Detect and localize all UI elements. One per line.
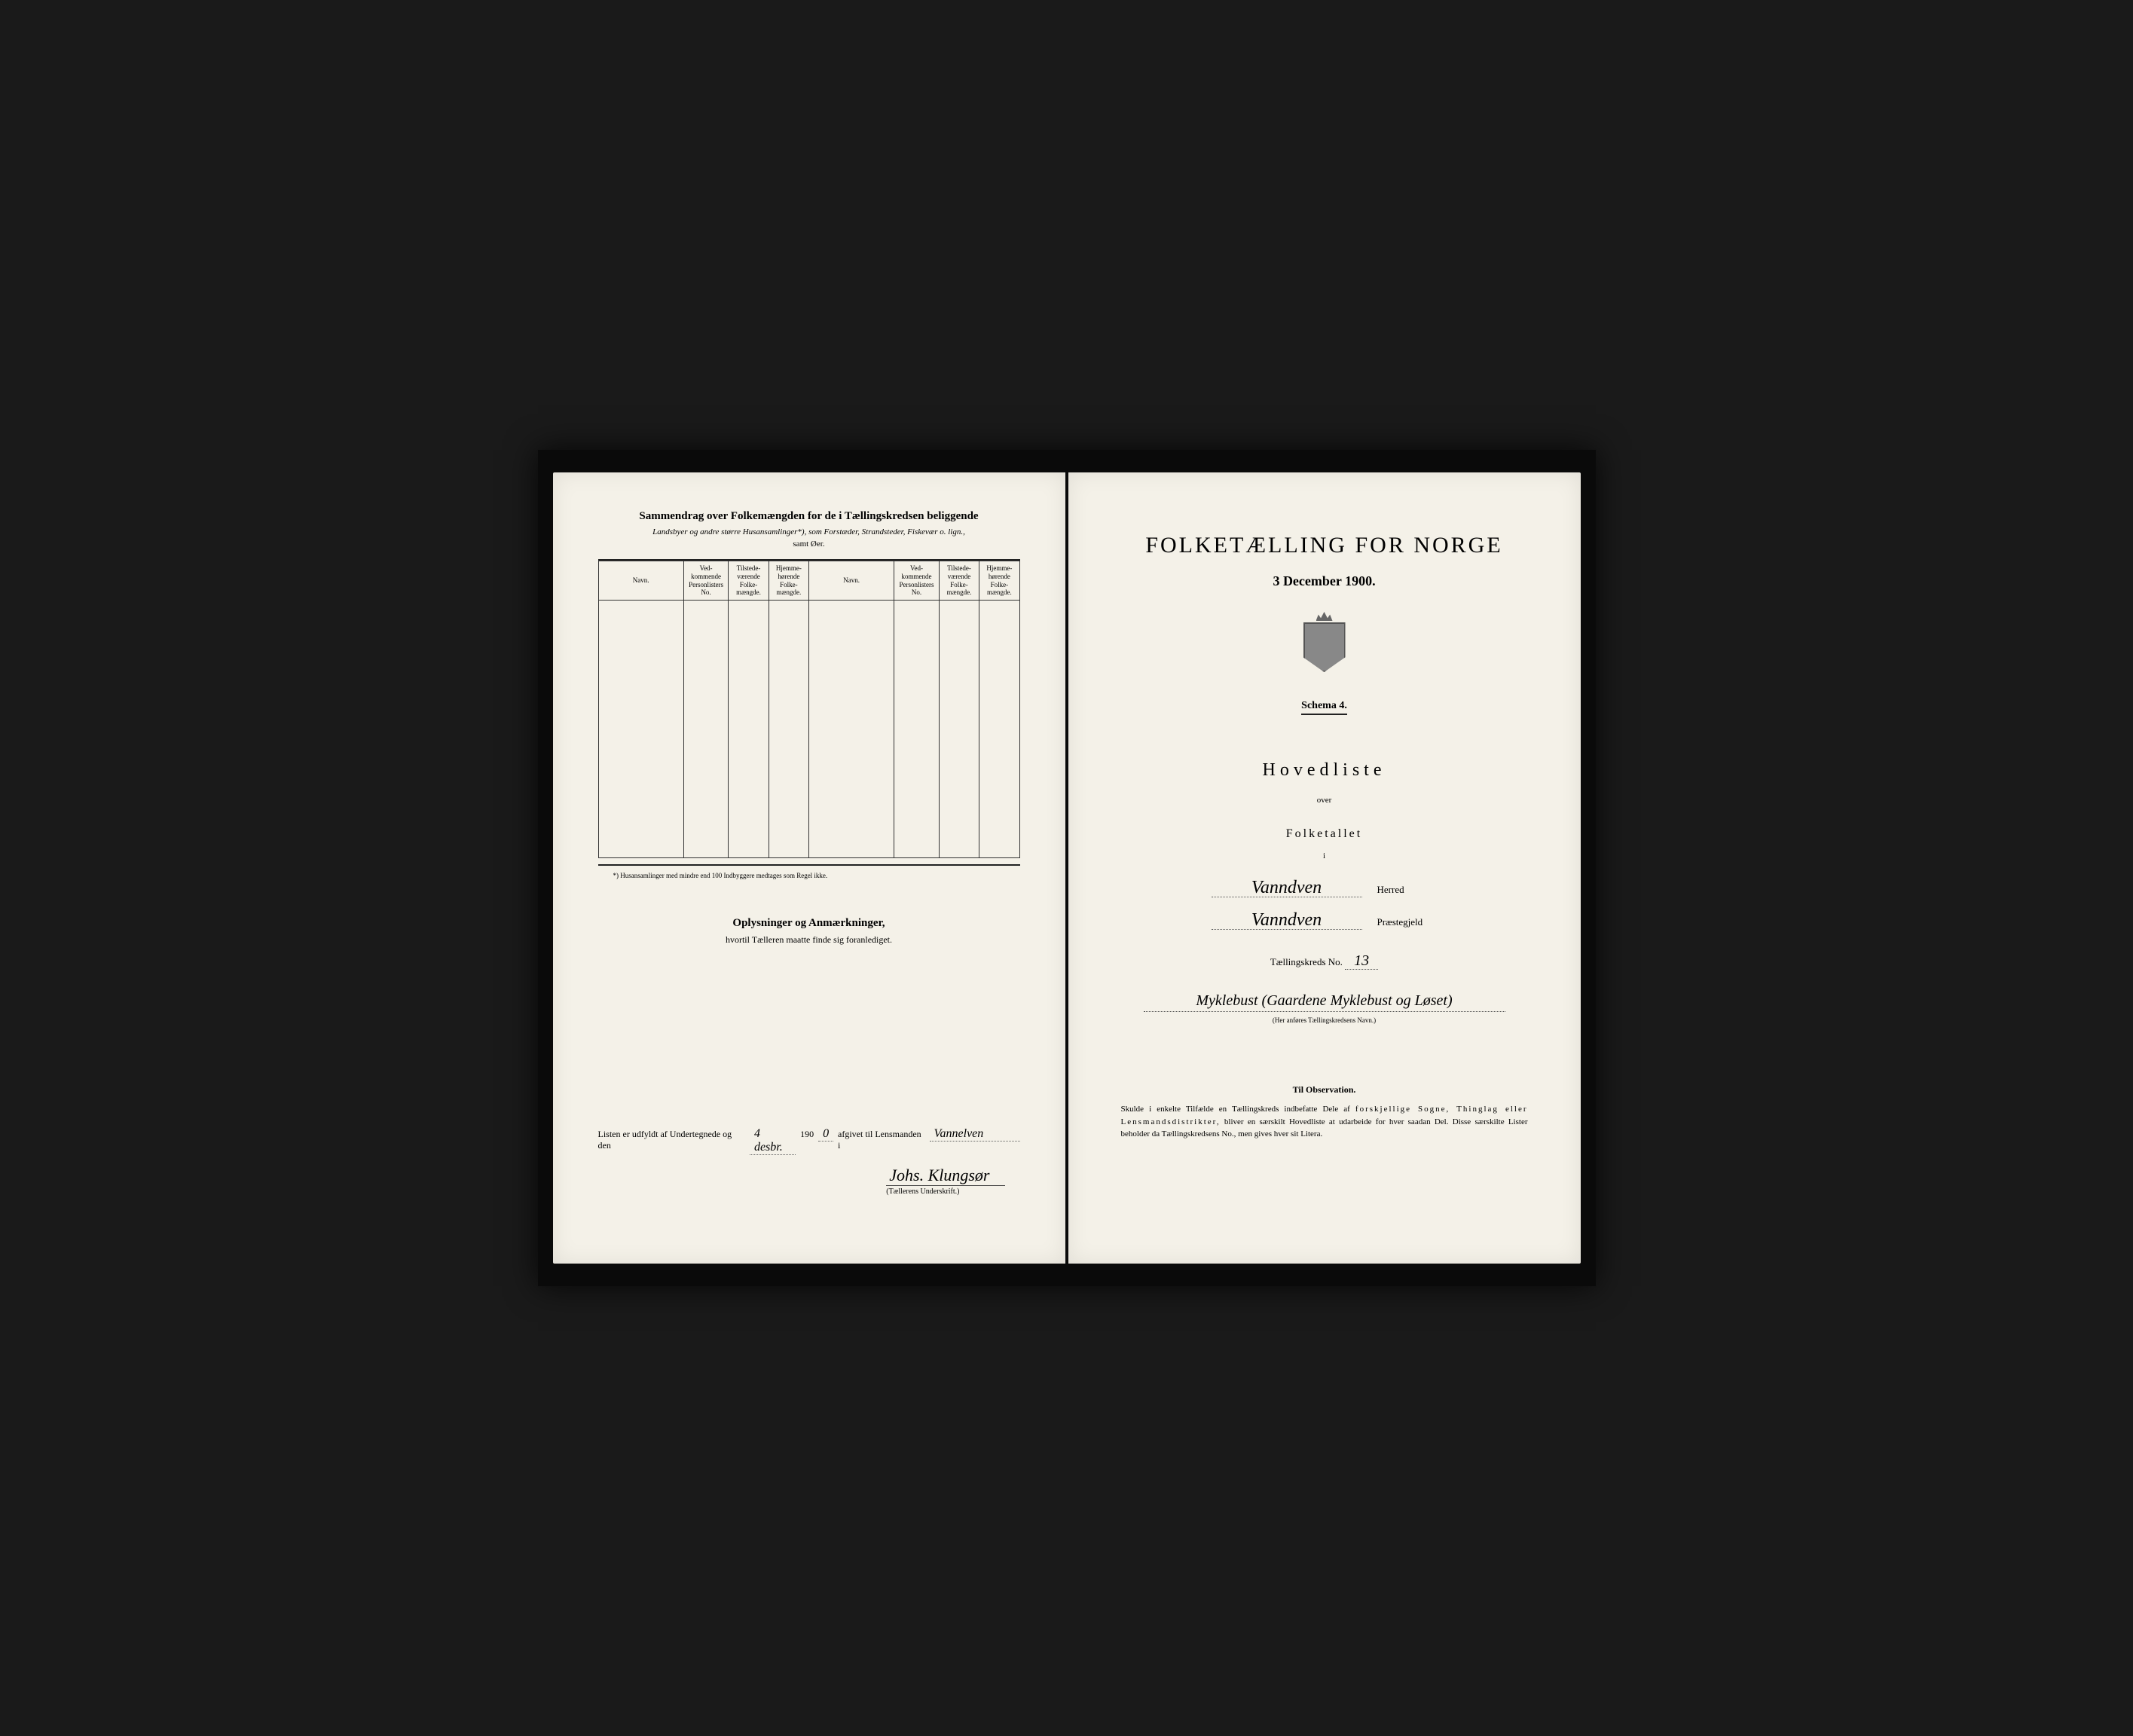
listen-section: Listen er udfyldt af Undertegnede og den…	[598, 1127, 1020, 1196]
th-tilstede-1: Tilstede- værende Folke- mængde.	[729, 561, 769, 601]
summary-subtitle: Landsbyer og andre større Husansamlinger…	[598, 527, 1020, 536]
table-row	[598, 715, 1019, 744]
over-label: over	[1114, 796, 1536, 805]
folketallet-label: Folketallet	[1114, 827, 1536, 841]
table-row	[598, 658, 1019, 686]
table-row	[598, 629, 1019, 658]
listen-prefix: Listen er udfyldt af Undertegnede og den	[598, 1129, 745, 1151]
praeste-value: Vanndven	[1212, 911, 1362, 930]
census-title: FOLKETÆLLING FOR NORGE	[1114, 533, 1536, 558]
right-page: FOLKETÆLLING FOR NORGE 3 December 1900. …	[1068, 472, 1581, 1264]
table-row	[598, 772, 1019, 801]
oplysninger-subtitle: hvortil Tælleren maatte finde sig foranl…	[598, 934, 1020, 946]
book-spread: Sammendrag over Folkemængden for de i Tæ…	[538, 450, 1596, 1286]
herred-label: Herred	[1377, 884, 1438, 896]
table-footnote: *) Husansamlinger med mindre end 100 Ind…	[598, 872, 1020, 879]
praeste-label: Præstegjeld	[1377, 916, 1438, 928]
oplysninger-section: Oplysninger og Anmærkninger, hvortil Tæl…	[598, 917, 1020, 946]
listen-place: Vannelven	[930, 1127, 1020, 1142]
table-row	[598, 744, 1019, 772]
observation-title: Til Observation.	[1114, 1084, 1536, 1096]
census-date: 3 December 1900.	[1114, 573, 1536, 589]
summary-table: Navn. Ved- kommende Personlisters No. Ti…	[598, 561, 1020, 858]
herred-value: Vanndven	[1212, 879, 1362, 897]
th-hjemme-1: Hjemme- hørende Folke- mængde.	[769, 561, 808, 601]
listen-day: 4 desbr.	[750, 1127, 796, 1155]
i-label: i	[1114, 851, 1536, 860]
table-row	[598, 601, 1019, 629]
listen-year-prefix: 190	[800, 1129, 814, 1140]
praestegjeld-row: Vanndven Præstegjeld	[1114, 911, 1536, 930]
herred-row: Vanndven Herred	[1114, 879, 1536, 897]
kreds-name: Myklebust (Gaardene Myklebust og Løset)	[1144, 992, 1505, 1012]
summary-subtitle2: samt Øer.	[598, 539, 1020, 549]
observation-text: Skulde i enkelte Tilfælde en Tællingskre…	[1114, 1103, 1536, 1141]
th-navn-1: Navn.	[598, 561, 683, 601]
schema-wrap: Schema 4.	[1114, 698, 1536, 715]
th-vedk-1: Ved- kommende Personlisters No.	[683, 561, 729, 601]
left-page: Sammendrag over Folkemængden for de i Tæ…	[553, 472, 1065, 1264]
summary-title: Sammendrag over Folkemængden for de i Tæ…	[598, 510, 1020, 523]
coat-of-arms	[1114, 612, 1536, 676]
listen-mid: afgivet til Lensmanden i	[838, 1129, 925, 1151]
tk-label: Tællingskreds No.	[1270, 956, 1343, 967]
listen-year-suffix: 0	[818, 1127, 833, 1142]
signature-label: (Tællerens Underskrift.)	[886, 1185, 1004, 1196]
tk-number: 13	[1345, 952, 1378, 970]
hovedliste-title: Hovedliste	[1114, 760, 1536, 781]
taellingskreds-row: Tællingskreds No. 13	[1114, 952, 1536, 970]
table-row	[598, 830, 1019, 858]
summary-table-wrap: Navn. Ved- kommende Personlisters No. Ti…	[598, 559, 1020, 866]
th-navn-2: Navn.	[808, 561, 894, 601]
kreds-hint: (Her anføres Tællingskredsens Navn.)	[1114, 1016, 1536, 1024]
summary-table-body	[598, 601, 1019, 858]
schema-label: Schema 4.	[1301, 700, 1347, 715]
th-vedk-2: Ved- kommende Personlisters No.	[894, 561, 940, 601]
oplysninger-title: Oplysninger og Anmærkninger,	[598, 917, 1020, 930]
listen-line: Listen er udfyldt af Undertegnede og den…	[598, 1127, 1020, 1155]
shield-icon	[1303, 622, 1346, 672]
th-tilstede-2: Tilstede- værende Folke- mængde.	[939, 561, 979, 601]
table-row	[598, 801, 1019, 830]
crown-icon	[1316, 612, 1333, 621]
signature: Johs. Klungsør	[598, 1166, 1020, 1185]
th-hjemme-2: Hjemme- hørende Folke- mængde.	[979, 561, 1019, 601]
table-row	[598, 686, 1019, 715]
obs-text-1: Skulde i enkelte Tilfælde en Tællingskre…	[1121, 1105, 1350, 1114]
